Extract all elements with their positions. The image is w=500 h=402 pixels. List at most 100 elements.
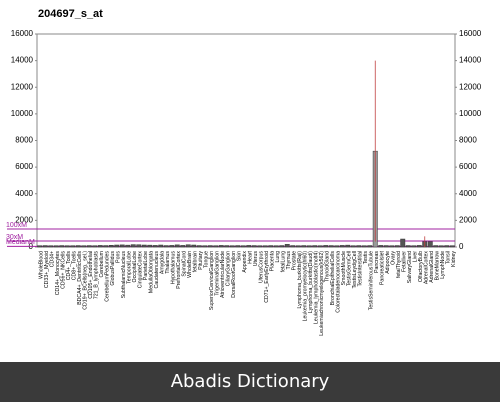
x-tick-label: Heart bbox=[248, 250, 254, 263]
x-tick-label: fetalLung bbox=[281, 251, 287, 272]
bar bbox=[185, 244, 191, 248]
y2-tick-label: 2000 bbox=[459, 215, 477, 224]
bar bbox=[433, 245, 439, 248]
x-tick-label: SalivaryGland bbox=[407, 251, 413, 283]
x-tick-label: SmoothMuscle bbox=[341, 251, 347, 285]
bar bbox=[86, 245, 92, 248]
bar bbox=[224, 245, 230, 248]
bar bbox=[207, 245, 213, 248]
bar bbox=[141, 244, 147, 248]
bar bbox=[246, 245, 252, 248]
bar bbox=[174, 244, 180, 248]
x-tick-label: DorsalRootGanglion bbox=[231, 251, 237, 298]
bar bbox=[416, 245, 422, 248]
x-tick-label: AdrenalCortex bbox=[424, 251, 430, 285]
x-tick-label: Colorectaladenocarcinoma bbox=[336, 251, 342, 313]
bar bbox=[64, 245, 70, 248]
bar bbox=[273, 245, 279, 248]
bar bbox=[345, 244, 351, 248]
x-tick-label: CD71+_EarlyErythroid bbox=[264, 251, 270, 303]
bar bbox=[257, 245, 263, 248]
x-tick-label: CingulateCortex bbox=[138, 251, 144, 289]
bar bbox=[163, 245, 169, 248]
x-tick-label: ParietalLobe bbox=[143, 251, 149, 280]
chart-title: 204697_s_at bbox=[38, 8, 103, 20]
x-tick-label: TestisGermCell bbox=[347, 251, 353, 286]
footer: Abadis Dictionary bbox=[0, 362, 500, 402]
bar bbox=[301, 245, 307, 248]
x-tick-label: WholeBlood bbox=[39, 251, 45, 279]
bar bbox=[317, 245, 323, 248]
x-tick-label: Skin bbox=[237, 251, 243, 261]
x-tick-label: PrefrontalCortex bbox=[176, 251, 182, 289]
bar bbox=[290, 245, 296, 248]
x-tick-label: TestisLeydigCell bbox=[352, 251, 358, 288]
x-tick-label: SuperiorCervicalGanglion bbox=[209, 251, 215, 310]
reference-label: 100xM bbox=[6, 222, 27, 229]
x-tick-label: Thymus bbox=[286, 251, 292, 270]
y2-tick-label: 8000 bbox=[459, 136, 477, 145]
x-tick-label: CD105+_Endothelial bbox=[88, 251, 94, 299]
y-tick-label: 16000 bbox=[11, 29, 34, 38]
bar bbox=[196, 245, 202, 248]
bar bbox=[48, 245, 54, 248]
chart: 204697_s_at 0020002000400040006000600080… bbox=[6, 8, 482, 336]
x-tick-label: Lung bbox=[275, 251, 281, 263]
x-tick-label: ThyroidGland bbox=[325, 251, 331, 282]
y-tick-label: 8000 bbox=[15, 136, 33, 145]
x-tick-label: Leukemiachronicmyelogenous(k562) bbox=[319, 251, 325, 336]
x-tick-label: 721_B_lymphoblasts bbox=[94, 251, 100, 300]
bar bbox=[229, 245, 235, 248]
bar bbox=[394, 245, 400, 248]
x-tick-label: Pons bbox=[116, 251, 122, 263]
x-tick-label: Pancreas bbox=[374, 251, 380, 273]
bar bbox=[119, 244, 125, 248]
bar bbox=[449, 245, 455, 248]
bar bbox=[279, 245, 285, 248]
bar bbox=[147, 244, 153, 248]
bar bbox=[328, 245, 334, 248]
x-tick-label: OlfactoryBulb bbox=[418, 251, 424, 282]
y-tick-label: 6000 bbox=[15, 162, 33, 171]
x-tick-label: CerebellumPeduncles bbox=[105, 251, 111, 302]
y2-tick-label: 12000 bbox=[459, 82, 482, 91]
x-tick-label: CD4+_Tcells bbox=[66, 251, 72, 281]
x-tick-label: CD33+_Myeloid bbox=[44, 251, 50, 288]
x-tick-label: Liver bbox=[413, 251, 419, 263]
bar bbox=[400, 238, 406, 248]
y2-tick-label: 14000 bbox=[459, 56, 482, 65]
bar bbox=[59, 245, 65, 248]
x-tick-label: Lymphoma_burkitts(Raji) bbox=[297, 251, 303, 309]
y2-tick-label: 0 bbox=[459, 242, 464, 251]
bar bbox=[356, 245, 362, 248]
bar bbox=[306, 245, 312, 248]
x-tick-label: UterusCorpus bbox=[259, 251, 265, 283]
x-tick-label: Appendix bbox=[242, 251, 248, 273]
x-tick-label: BoneMarrow bbox=[435, 251, 441, 281]
x-tick-label: SpinalCord bbox=[182, 251, 188, 277]
x-tick-label: TestisInterstitial bbox=[358, 251, 364, 286]
bar bbox=[114, 244, 120, 248]
x-tick-label: Leukemia_lymphoblastic(molt4) bbox=[314, 251, 320, 324]
bar bbox=[108, 245, 114, 248]
bar bbox=[323, 245, 329, 248]
y-tick-label: 10000 bbox=[11, 109, 34, 118]
x-tick-label: Cerebellum bbox=[99, 251, 105, 278]
x-tick-label: TrigeminalGanglion bbox=[215, 251, 221, 296]
y-tick-label: 14000 bbox=[11, 56, 34, 65]
bar bbox=[130, 244, 136, 248]
bar bbox=[125, 244, 131, 248]
bar bbox=[152, 245, 158, 248]
x-tick-label: CD56+_NKCells bbox=[61, 251, 67, 289]
bar bbox=[169, 245, 175, 248]
y-tick-label: 4000 bbox=[15, 189, 33, 198]
bar bbox=[361, 245, 367, 248]
x-tick-label: Placenta bbox=[270, 251, 276, 271]
bar bbox=[218, 245, 224, 248]
bar bbox=[191, 244, 197, 248]
x-tick-label: Fetalliver bbox=[402, 251, 408, 272]
x-tick-label: Tongue bbox=[204, 251, 210, 268]
bar bbox=[92, 245, 98, 248]
plot-frame bbox=[36, 33, 456, 248]
bar bbox=[367, 245, 373, 248]
